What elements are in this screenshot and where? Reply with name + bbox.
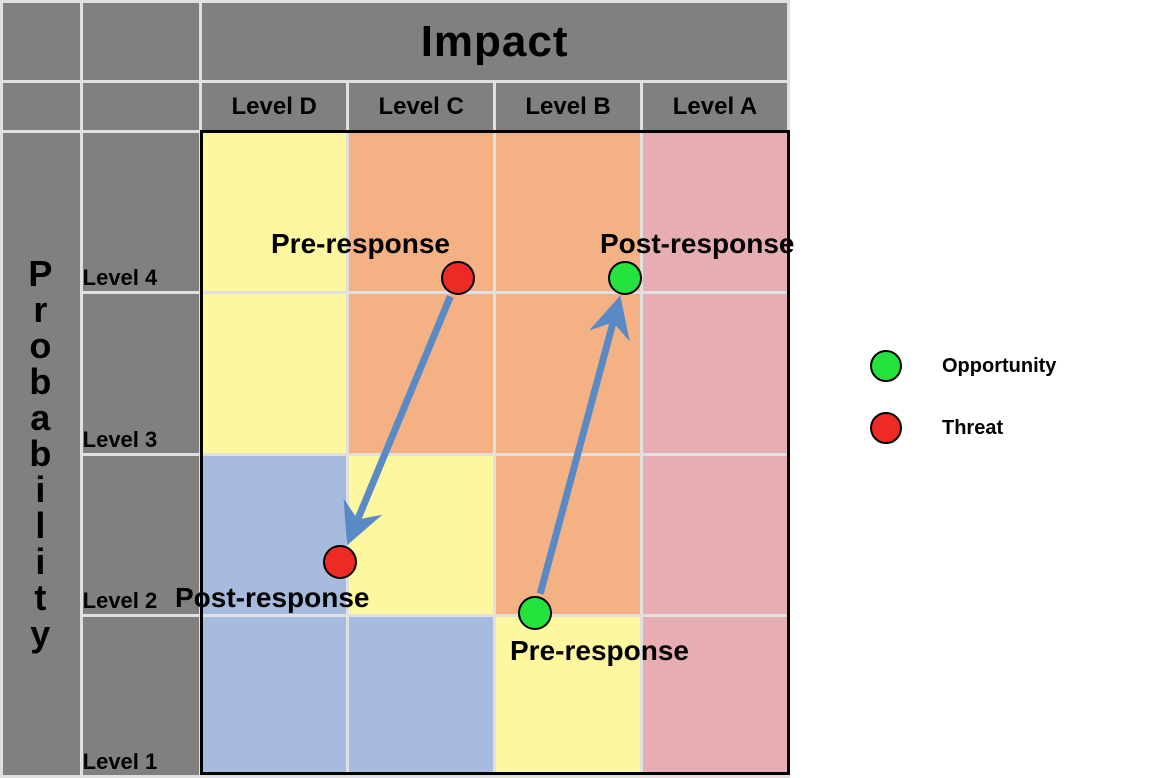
data-row-3: Level 3 <box>2 293 789 454</box>
annotation-threat-post: Post-response <box>175 582 370 614</box>
cell-r4-cB <box>495 132 642 293</box>
cell-r2-cC <box>348 454 495 615</box>
legend-label-threat: Threat <box>942 417 1003 440</box>
corner-blank-4 <box>81 82 201 132</box>
cell-r2-cB <box>495 454 642 615</box>
annotation-threat-pre: Pre-response <box>271 228 450 260</box>
col-label-d: Level D <box>201 82 348 132</box>
corner-blank-1 <box>2 2 82 82</box>
data-row-4: Probability Level 4 <box>2 132 789 293</box>
legend-row-opportunity: Opportunity <box>870 350 1056 382</box>
cell-r1-cD <box>201 615 348 776</box>
corner-blank-2 <box>81 2 201 82</box>
data-row-2: Level 2 <box>2 454 789 615</box>
cell-r3-cC <box>348 293 495 454</box>
header-row-2: Level D Level C Level B Level A <box>2 82 789 132</box>
legend-label-opportunity: Opportunity <box>942 355 1056 378</box>
row-label-3: Level 3 <box>81 293 201 454</box>
legend-row-threat: Threat <box>870 412 1056 444</box>
cell-r3-cD <box>201 293 348 454</box>
row-label-4: Level 4 <box>81 132 201 293</box>
opportunity-marker-icon <box>870 350 902 382</box>
cell-r3-cA <box>642 293 789 454</box>
probability-title: Probability <box>2 132 82 777</box>
cell-r3-cB <box>495 293 642 454</box>
impact-title: Impact <box>201 2 789 82</box>
risk-matrix-stage: Impact Level D Level C Level B Level A P… <box>0 0 1156 775</box>
threat-marker-icon <box>870 412 902 444</box>
cell-r2-cA <box>642 454 789 615</box>
col-label-b: Level B <box>495 82 642 132</box>
corner-blank-3 <box>2 82 82 132</box>
header-row-1: Impact <box>2 2 789 82</box>
cell-r1-cC <box>348 615 495 776</box>
annotation-opp-pre: Pre-response <box>510 635 689 667</box>
annotation-opp-post: Post-response <box>600 228 795 260</box>
cell-r4-cC <box>348 132 495 293</box>
col-label-c: Level C <box>348 82 495 132</box>
legend: Opportunity Threat <box>870 350 1056 474</box>
row-label-1: Level 1 <box>81 615 201 776</box>
col-label-a: Level A <box>642 82 789 132</box>
cell-r4-cD <box>201 132 348 293</box>
cell-r4-cA <box>642 132 789 293</box>
